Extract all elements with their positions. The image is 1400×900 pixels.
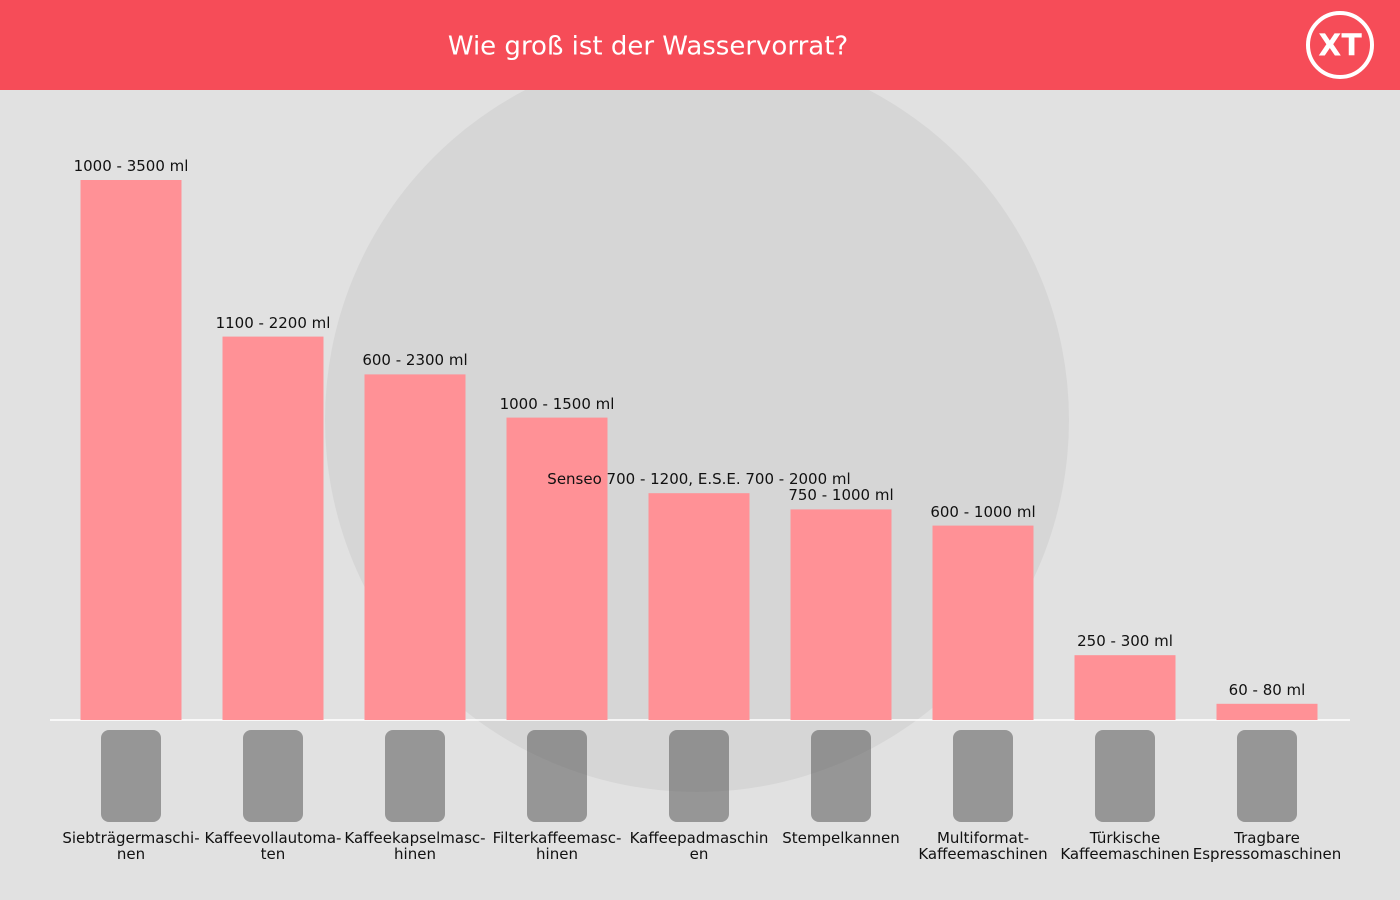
x-tick-label: Türkische Kaffeemaschinen [1060,829,1190,863]
x-tick-label: Tragbare Espressomaschinen [1192,829,1342,863]
bar [1074,655,1176,720]
product-image [669,730,729,822]
value-label: 1000 - 3500 ml [73,157,189,175]
bar [648,493,750,720]
bar [80,180,182,720]
bar [506,417,608,720]
bar [790,509,892,720]
value-label: 60 - 80 ml [1228,680,1306,699]
value-label: 1100 - 2200 ml [215,313,331,332]
chart-title: Wie groß ist der Wasservorrat? [448,32,848,62]
bar [932,525,1034,720]
product-image [101,730,161,822]
x-tick-label: Multiformat- Kaffeemaschinen [918,829,1048,863]
x-tick-label: Kaffeepadmaschin en [629,829,769,863]
x-tick-label: Kaffeevollautoma- ten [204,829,342,863]
value-label: Senseo 700 - 1200, E.S.E. 700 - 2000 ml [547,470,851,489]
value-label: 250 - 300 ml [1077,632,1173,651]
value-label: 750 - 1000 ml [788,486,894,505]
logo [1306,11,1374,79]
product-image [811,730,871,822]
value-label: 600 - 2300 ml [362,351,468,370]
x-tick-label: Filterkaffeemasc- hinen [492,829,622,863]
product-image [385,730,445,822]
value-label: 600 - 1000 ml [930,502,1036,521]
x-tick-label: Siebträgermaschi- nen [62,829,200,863]
product-image [527,730,587,822]
bar [222,336,324,720]
header [0,0,1400,90]
logo-text: XT [1318,29,1362,64]
x-tick-label: Stempelkannen [782,829,900,847]
x-tick-label: Kaffeekapselmasc- hinen [344,829,486,863]
bar [1216,703,1318,720]
product-image [1095,730,1155,822]
bar [364,374,466,720]
product-image [953,730,1013,822]
product-image [243,730,303,822]
value-label: 1000 - 1500 ml [499,394,615,413]
product-image [1237,730,1297,822]
